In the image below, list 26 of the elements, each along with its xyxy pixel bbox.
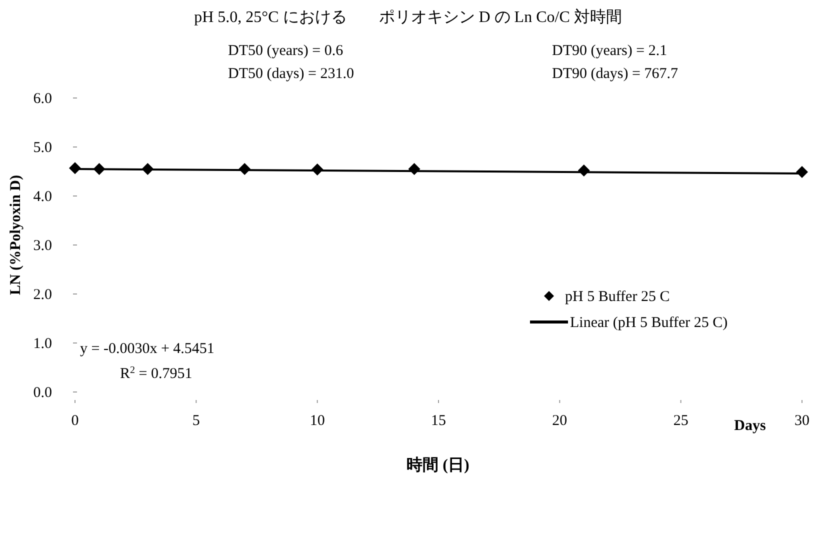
y-tick-label: 5.0 [33, 140, 52, 156]
annotation: R$^{2}$ = 0.7951 [120, 364, 192, 382]
x-tick-label: 0 [71, 413, 79, 429]
y-axis-title: LN (%Polyoxin D) [8, 174, 24, 295]
y-tick-label: 2.0 [33, 287, 52, 303]
annotation: y = -0.0030x + 4.5451 [80, 341, 214, 357]
y-tick-label: 4.0 [33, 189, 52, 205]
x-tick-label: 25 [673, 413, 688, 429]
y-tick-label: 3.0 [33, 238, 52, 254]
x-tick-label: 5 [192, 413, 200, 429]
legend-label: Linear (pH 5 Buffer 25 C) [570, 315, 728, 331]
text: Days [734, 418, 766, 434]
y-tick-label: 0.0 [33, 385, 52, 401]
x-tick-label: 10 [310, 413, 325, 429]
text: DT50 (years) = 0.6 [228, 43, 344, 59]
y-tick-label: 6.0 [33, 91, 52, 107]
text: DT90 (years) = 2.1 [552, 43, 668, 59]
chart-title: pH 5.0, 25°C における ポリオキシン D の Ln Co/C 対時間 [194, 8, 622, 26]
text: DT50 (days) = 231.0 [228, 66, 354, 82]
y-tick-label: 1.0 [33, 336, 52, 352]
x-tick-label: 15 [431, 413, 446, 429]
x-axis-title: 時間 (日) [406, 456, 470, 474]
x-tick-label: 20 [552, 413, 568, 429]
x-tick-label: 30 [794, 413, 810, 429]
legend-label: pH 5 Buffer 25 C [565, 289, 670, 305]
text: DT90 (days) = 767.7 [552, 66, 678, 82]
